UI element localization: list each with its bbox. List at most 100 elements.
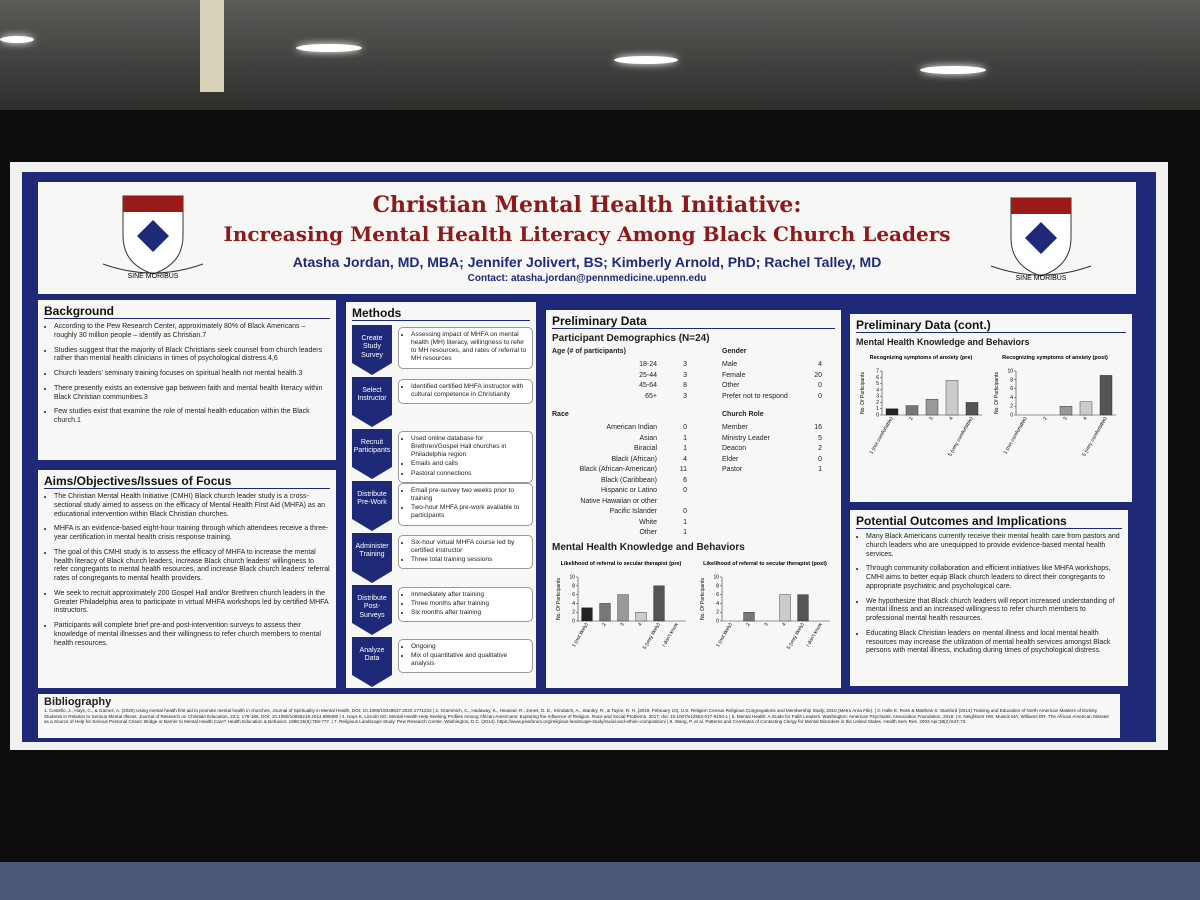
- step-label: Distribute Post-Surveys: [357, 595, 387, 619]
- arrow-shape: [352, 481, 392, 531]
- bullet: Studies suggest that the majority of Bla…: [54, 347, 330, 365]
- bullet: According to the Pew Research Center, ap…: [54, 323, 330, 341]
- y-tick-label: 8: [572, 583, 575, 589]
- row-label: 18-24: [639, 361, 657, 368]
- x-tick-label: 1 (not likely): [571, 622, 590, 649]
- step-item: Ongoing: [411, 643, 529, 651]
- step-item: Six months after training: [411, 609, 529, 617]
- bar: [617, 594, 629, 622]
- group-heading: Church Role: [722, 411, 764, 418]
- preliminary-panel: Preliminary Data Participant Demographics…: [546, 310, 841, 688]
- step-arrow: [352, 377, 392, 427]
- y-tick-label: 6: [1010, 386, 1013, 392]
- bibliography-panel: Bibliography 1. Costello, J., Hays, C., &…: [38, 694, 1120, 738]
- y-tick-label: 0: [716, 619, 719, 625]
- y-tick-label: 0: [572, 619, 575, 625]
- preliminary-cont-panel: Preliminary Data (cont.) Mental Health Kn…: [850, 314, 1132, 502]
- step-label: Recruit Participants: [353, 439, 391, 455]
- charts: Recognizing symptoms of anxiety (pre) No.…: [856, 353, 1126, 461]
- step-item: Assessing impact of MHFA on mental healt…: [411, 331, 529, 364]
- x-tick-label: 2: [745, 622, 752, 628]
- bullets: The Christian Mental Health Initiative (…: [44, 493, 330, 648]
- x-tick-label: I don't know: [805, 622, 824, 648]
- arrow-shape: [352, 637, 392, 687]
- row-value: 5: [818, 434, 822, 442]
- row-label: White: [639, 518, 657, 526]
- header: SINE MORIBUS SINE MORIBUS Christian Ment…: [38, 182, 1136, 294]
- arrow-shape: [352, 377, 392, 427]
- title: Christian Mental Health Initiative:: [372, 192, 802, 218]
- y-tick-label: 2: [876, 400, 879, 406]
- row-label: Male: [722, 361, 738, 368]
- x-tick-label: I don't know: [661, 622, 680, 648]
- y-tick-label: 2: [572, 610, 575, 616]
- bullet: Many Black Americans currently receive t…: [866, 533, 1122, 559]
- bar: [905, 405, 919, 416]
- step-arrow: [352, 481, 392, 531]
- bar: [1099, 375, 1113, 416]
- row-value: 1: [818, 466, 822, 473]
- methods-panel: Methods Create Study Survey Assessing impa…: [346, 302, 536, 688]
- step-arrow: [352, 585, 392, 635]
- x-tick-label: 3: [763, 622, 770, 628]
- x-tick-label: 2: [601, 622, 608, 628]
- step-box: Immediately after trainingThree months a…: [398, 587, 533, 623]
- light: [614, 56, 678, 64]
- y-axis-label: No. Of Participants: [700, 578, 706, 620]
- y-tick-label: 6: [572, 592, 575, 598]
- row-value: 4: [818, 361, 822, 368]
- x-tick-label: 2: [1042, 416, 1049, 422]
- row-value: 3: [683, 371, 687, 379]
- row-value: 0: [683, 424, 687, 431]
- y-tick-label: 0: [1010, 413, 1013, 419]
- bullets: According to the Pew Research Center, ap…: [44, 323, 330, 426]
- step-box: Identified certified MHFA instructor wit…: [398, 379, 533, 405]
- row-value: 0: [683, 487, 687, 494]
- y-tick-label: 3: [876, 394, 879, 400]
- x-tick-label: 5 (very comfortable): [1081, 416, 1109, 458]
- row-label: Biracial: [634, 445, 657, 452]
- step-arrow: [352, 429, 392, 479]
- bar: [885, 408, 899, 416]
- step-item: Identified certified MHFA instructor wit…: [411, 383, 529, 399]
- y-tick-label: 6: [876, 375, 879, 381]
- charts: Likelihood of referral to secular therap…: [552, 559, 835, 667]
- x-tick-label: 1 (not likely): [715, 622, 734, 649]
- row-value: 0: [818, 392, 822, 400]
- arrow-shape: [352, 585, 392, 635]
- row-label: Pacific Islander: [609, 508, 657, 515]
- row-value: 1: [683, 445, 687, 452]
- motto: SINE MORIBUS: [128, 273, 179, 280]
- bar: [797, 594, 809, 622]
- bullet: The goal of this CMHI study is to assess…: [54, 549, 330, 584]
- row-value: 0: [818, 455, 822, 463]
- x-tick-label: 4: [637, 622, 644, 628]
- row-label: Asian: [639, 434, 657, 442]
- x-tick-label: 1 (not comfortable): [1003, 416, 1029, 456]
- bullet: Educating Black Christian leaders on men…: [866, 630, 1122, 656]
- step-item: Six-hour virtual MHFA course led by cert…: [411, 539, 529, 555]
- ceiling: [0, 0, 1200, 110]
- bullet: Few studies exist that examine the role …: [54, 408, 330, 426]
- step-item: Pastoral connections: [411, 470, 529, 478]
- row-value: 4: [683, 455, 687, 463]
- x-tick-label: 4: [948, 416, 955, 422]
- group-heading: Gender: [722, 348, 747, 355]
- references: 1. Costello, J., Hays, C., & Gamez, A. (…: [44, 708, 1110, 725]
- heading: Potential Outcomes and Implications: [856, 514, 1122, 529]
- y-axis-label: No. Of Participants: [556, 578, 562, 620]
- row-value: 8: [683, 382, 687, 389]
- row-label: Elder: [722, 455, 739, 463]
- step-box: Used online database for Brethren/Gospel…: [398, 431, 533, 483]
- row-label: Native Hawaiian or other: [580, 497, 657, 505]
- row-label: Pastor: [722, 466, 743, 473]
- step-arrow: [352, 637, 392, 687]
- step-box: Six-hour virtual MHFA course led by cert…: [398, 535, 533, 570]
- chart-title: Recognizing symptoms of anxiety (pre): [870, 355, 973, 361]
- bar: [743, 612, 755, 622]
- bar: [945, 380, 959, 416]
- step-box: OngoingMix of quantitative and qualitati…: [398, 639, 533, 674]
- row-label: Other: [639, 529, 657, 536]
- y-axis-label: No. Of Participants: [860, 372, 866, 414]
- step-item: Email pre-survey two weeks prior to trai…: [411, 487, 529, 503]
